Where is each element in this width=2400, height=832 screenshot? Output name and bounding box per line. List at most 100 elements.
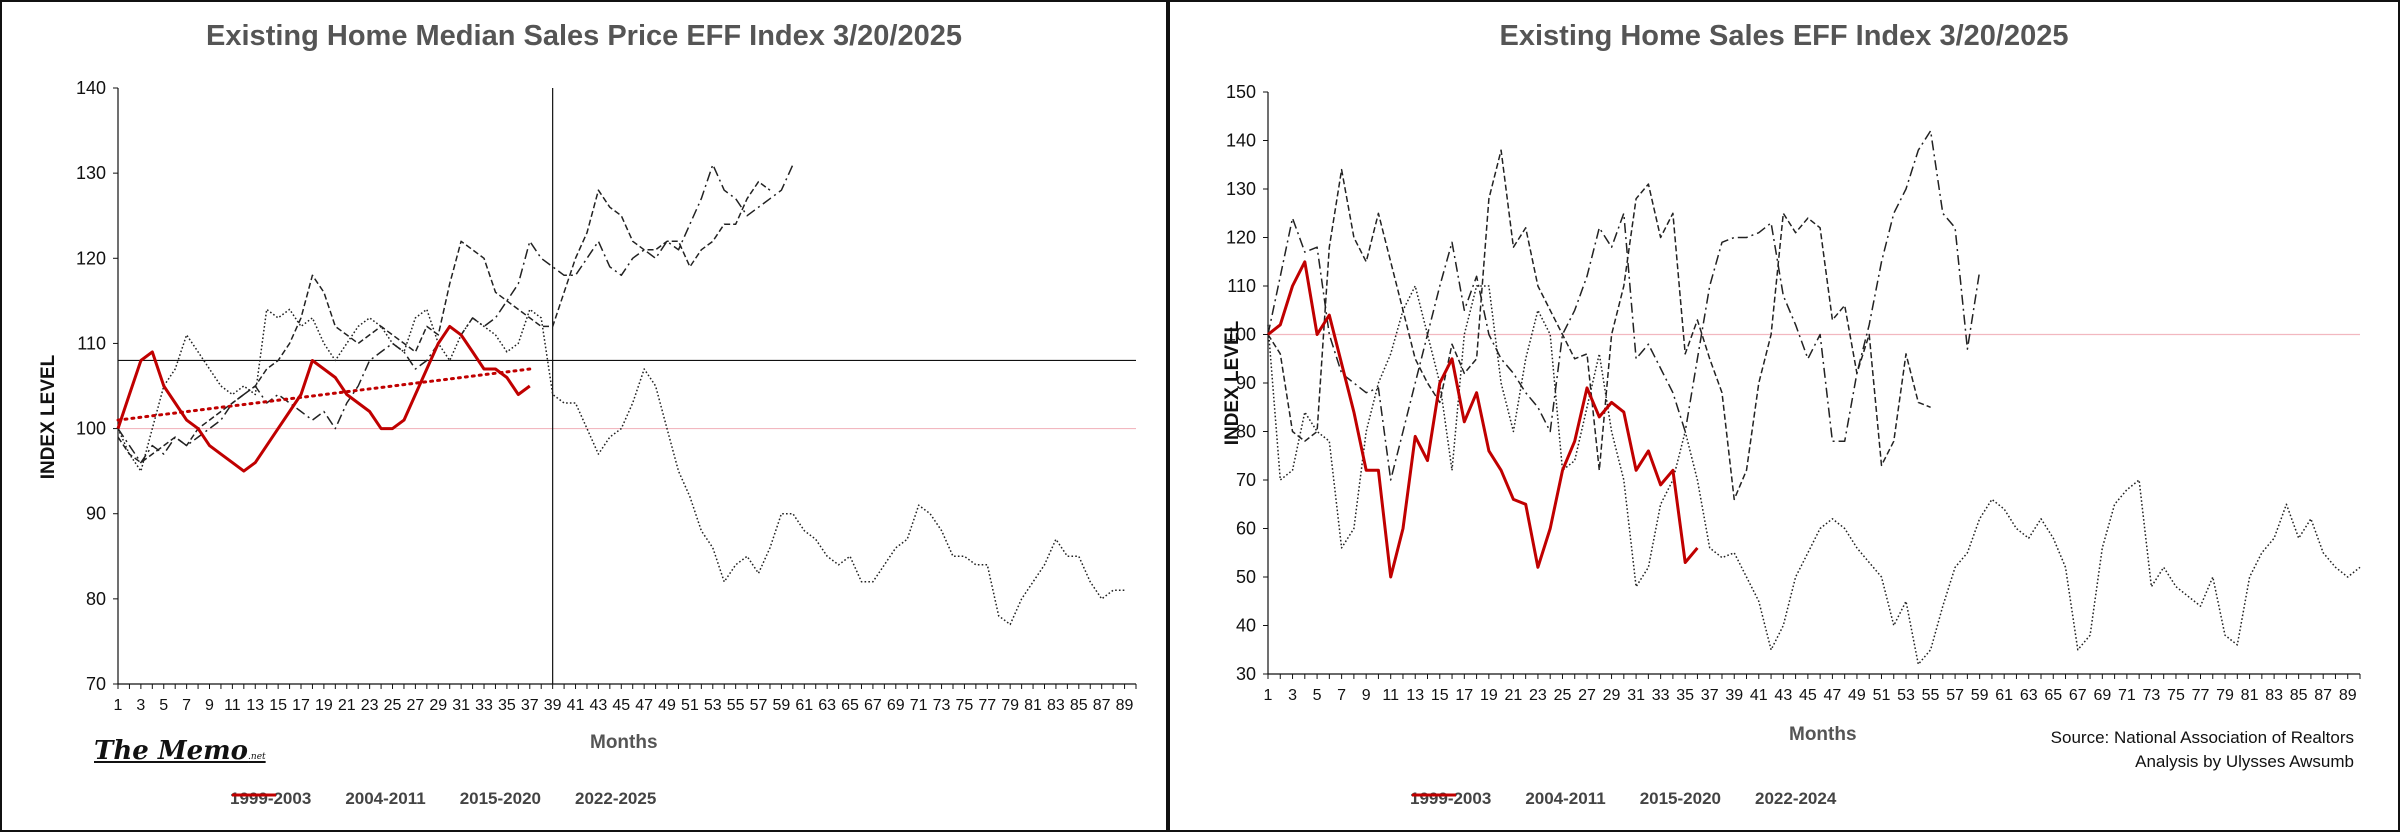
y-tick-label: 90 bbox=[1236, 373, 1256, 393]
x-tick-label: 19 bbox=[1480, 687, 1498, 704]
x-tick-label: 17 bbox=[292, 697, 310, 714]
x-tick-label: 15 bbox=[1431, 687, 1449, 704]
x-tick-label: 39 bbox=[544, 697, 562, 714]
analysis-line: Analysis by Ulysses Awsumb bbox=[2135, 752, 2354, 771]
x-tick-label: 61 bbox=[795, 697, 813, 714]
x-tick-label: 31 bbox=[1627, 687, 1645, 704]
x-tick-label: 41 bbox=[1750, 687, 1768, 704]
legend-item: 2015-2020 bbox=[232, 789, 541, 809]
x-tick-label: 13 bbox=[1406, 687, 1424, 704]
x-tick-label: 3 bbox=[1288, 687, 1297, 704]
series-line-2022-2024 bbox=[1267, 260, 1699, 579]
x-tick-label: 37 bbox=[521, 697, 539, 714]
y-tick-label: 140 bbox=[1226, 131, 1256, 151]
x-tick-label: 51 bbox=[681, 697, 699, 714]
x-tick-label: 83 bbox=[2265, 687, 2283, 704]
legend-item: 2015-2020 bbox=[1412, 789, 1721, 809]
legend-label: 2004-2011 bbox=[1525, 789, 1606, 808]
legend-item: 2022-2025 bbox=[232, 789, 657, 809]
x-tick-label: 3 bbox=[136, 697, 145, 714]
x-tick-label: 49 bbox=[1848, 687, 1866, 704]
x-tick-label: 69 bbox=[887, 697, 905, 714]
x-tick-label: 43 bbox=[1774, 687, 1792, 704]
series-line-2015-2020 bbox=[1267, 149, 1931, 501]
x-tick-label: 75 bbox=[956, 697, 974, 714]
x-tick-label: 45 bbox=[612, 697, 630, 714]
x-axis-label: Months bbox=[590, 732, 658, 753]
x-tick-label: 31 bbox=[452, 697, 470, 714]
x-tick-label: 79 bbox=[2216, 687, 2234, 704]
legend-label: 2022-2025 bbox=[575, 789, 657, 808]
y-tick-label: 80 bbox=[1236, 422, 1256, 442]
x-tick-label: 5 bbox=[1313, 687, 1322, 704]
x-tick-label: 53 bbox=[704, 697, 722, 714]
x-tick-label: 73 bbox=[933, 697, 951, 714]
x-tick-label: 1 bbox=[114, 697, 123, 714]
x-tick-label: 41 bbox=[567, 697, 585, 714]
y-tick-label: 100 bbox=[76, 419, 106, 439]
x-tick-label: 83 bbox=[1047, 697, 1065, 714]
source-note: Source: National Association of Realtors… bbox=[2051, 726, 2354, 774]
x-tick-label: 43 bbox=[590, 697, 608, 714]
x-tick-label: 69 bbox=[2093, 687, 2111, 704]
x-tick-label: 23 bbox=[1529, 687, 1547, 704]
y-tick-label: 100 bbox=[1226, 325, 1256, 345]
x-tick-label: 17 bbox=[1455, 687, 1473, 704]
x-tick-label: 67 bbox=[864, 697, 882, 714]
y-tick-label: 70 bbox=[1236, 470, 1256, 490]
x-tick-label: 23 bbox=[361, 697, 379, 714]
y-tick-label: 130 bbox=[1226, 179, 1256, 199]
x-tick-label: 21 bbox=[1504, 687, 1522, 704]
y-tick-label: 40 bbox=[1236, 616, 1256, 636]
x-tick-label: 53 bbox=[1897, 687, 1915, 704]
x-tick-label: 47 bbox=[1824, 687, 1842, 704]
y-tick-label: 30 bbox=[1236, 664, 1256, 684]
x-tick-label: 47 bbox=[635, 697, 653, 714]
x-tick-label: 87 bbox=[2314, 687, 2332, 704]
legend-label: 2022-2024 bbox=[1755, 789, 1837, 808]
sales-index-panel: Existing Home Sales EFF Index 3/20/2025 … bbox=[1168, 0, 2400, 832]
y-tick-label: 60 bbox=[1236, 519, 1256, 539]
x-tick-label: 29 bbox=[429, 697, 447, 714]
x-tick-label: 11 bbox=[224, 697, 241, 714]
x-tick-label: 55 bbox=[727, 697, 745, 714]
series-line-1999-2003 bbox=[1267, 130, 1981, 481]
x-tick-label: 55 bbox=[1922, 687, 1940, 704]
x-tick-label: 11 bbox=[1382, 687, 1399, 704]
y-tick-label: 110 bbox=[1227, 276, 1256, 296]
x-tick-label: 57 bbox=[750, 697, 768, 714]
source-line: Source: National Association of Realtors bbox=[2050, 728, 2354, 747]
x-tick-label: 81 bbox=[2241, 687, 2259, 704]
x-tick-label: 65 bbox=[2044, 687, 2062, 704]
x-tick-label: 89 bbox=[2339, 687, 2357, 704]
x-tick-label: 57 bbox=[1946, 687, 1964, 704]
x-tick-label: 7 bbox=[1337, 687, 1346, 704]
x-tick-label: 85 bbox=[1070, 697, 1088, 714]
legend-item: 2022-2024 bbox=[1412, 789, 1837, 809]
x-tick-label: 79 bbox=[1001, 697, 1019, 714]
x-tick-label: 87 bbox=[1093, 697, 1111, 714]
series-line-2022-2025 bbox=[116, 324, 531, 473]
x-tick-label: 77 bbox=[978, 697, 996, 714]
x-tick-label: 59 bbox=[1971, 687, 1989, 704]
x-tick-label: 5 bbox=[159, 697, 168, 714]
x-tick-label: 7 bbox=[182, 697, 191, 714]
y-tick-label: 50 bbox=[1236, 567, 1256, 587]
chart-legend: 1999-2003 2004-2011 2015-2020 2022-2024 bbox=[1410, 789, 1836, 809]
x-tick-label: 45 bbox=[1799, 687, 1817, 704]
x-tick-label: 9 bbox=[1362, 687, 1371, 704]
x-tick-label: 61 bbox=[1995, 687, 2013, 704]
chart-title: Existing Home Sales EFF Index 3/20/2025 bbox=[1499, 20, 2069, 52]
x-tick-label: 29 bbox=[1603, 687, 1621, 704]
x-tick-label: 71 bbox=[2118, 687, 2136, 704]
x-tick-label: 27 bbox=[406, 697, 424, 714]
legend-label: 2015-2020 bbox=[1639, 789, 1721, 808]
x-tick-label: 71 bbox=[910, 697, 928, 714]
series-line-2015-2020 bbox=[117, 180, 771, 464]
x-tick-label: 25 bbox=[384, 697, 402, 714]
x-tick-label: 75 bbox=[2167, 687, 2185, 704]
x-tick-label: 77 bbox=[2192, 687, 2210, 704]
y-tick-label: 120 bbox=[1226, 228, 1256, 248]
